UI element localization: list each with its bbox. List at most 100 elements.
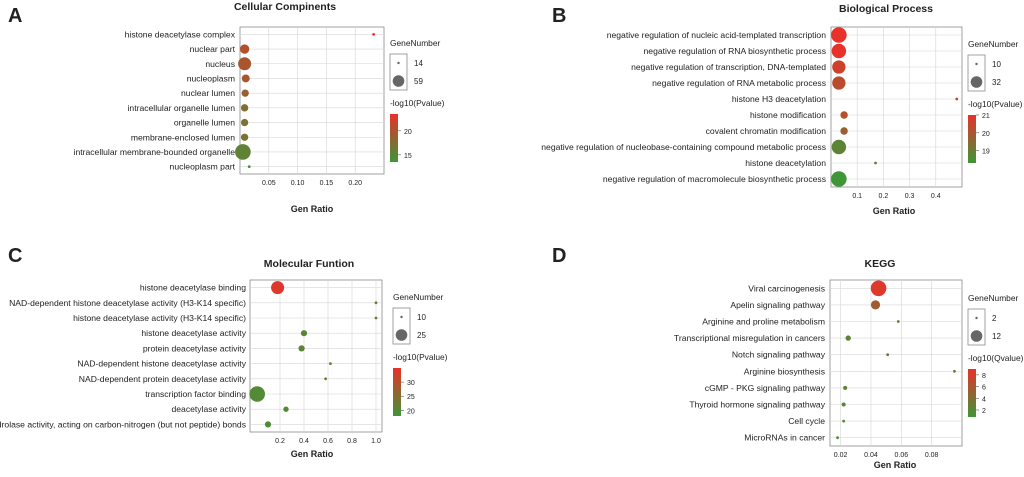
- x-tick-label: 0.2: [275, 438, 285, 445]
- color-legend-label: 20: [407, 408, 415, 415]
- size-legend-marker: [395, 329, 408, 341]
- category-label: nucleoplasm: [187, 73, 235, 83]
- data-point: [874, 161, 877, 165]
- category-label: histone H3 deacetylation: [732, 94, 826, 104]
- color-legend-bar: [393, 368, 401, 416]
- category-label: nuclear part: [190, 44, 236, 54]
- category-label: intracellular organelle lumen: [128, 103, 236, 113]
- panel-d: D KEGG 0.02 0.04 0.06 0.08 Viral carcinogenesi…: [552, 245, 1024, 470]
- color-legend-label: 6: [982, 385, 986, 392]
- panel-a: A Cellular Compinents 0.05 0.10 0.15 0.20 hist…: [8, 1, 445, 214]
- size-legend-marker: [970, 76, 983, 88]
- x-tick-label: 0.06: [894, 452, 908, 459]
- plot-area: [249, 279, 383, 433]
- color-legend-label: 2: [982, 408, 986, 415]
- category-label: cGMP - PKG signaling pathway: [705, 383, 826, 393]
- data-point: [271, 281, 285, 295]
- color-legend-title: -log10(Pvalue): [968, 99, 1023, 109]
- size-legend-title: GeneNumber: [968, 293, 1018, 303]
- category-label: negative regulation of nucleic acid-temp…: [607, 30, 826, 40]
- x-axis-label: Gen Ratio: [291, 204, 334, 214]
- category-label: MicroRNAs in cancer: [744, 433, 825, 443]
- size-legend-marker: [392, 75, 405, 87]
- size-legend-title: GeneNumber: [390, 38, 440, 48]
- data-point: [239, 44, 250, 54]
- category-label: intracellular membrane-bounded organelle: [74, 147, 236, 157]
- color-legend-title: -log10(Pvalue): [390, 98, 445, 108]
- color-legend-title: -log10(Qvalue): [968, 353, 1024, 363]
- category-label: hydrolase activity, acting on carbon-nit…: [0, 419, 246, 429]
- category-label: covalent chromatin modification: [706, 126, 827, 136]
- data-point: [300, 330, 308, 337]
- color-legend-label: 30: [407, 380, 415, 387]
- category-label: protein deacetylase activity: [143, 343, 247, 353]
- data-point: [240, 104, 249, 112]
- x-tick-label: 0.02: [834, 452, 848, 459]
- data-point: [374, 316, 378, 320]
- size-legend-marker: [400, 315, 403, 319]
- data-point: [249, 386, 265, 402]
- category-label: nuclear lumen: [181, 88, 235, 98]
- x-tick-label: 0.15: [320, 180, 334, 187]
- color-legend-title: -log10(Pvalue): [393, 352, 448, 362]
- category-label: negative regulation of macromolecule bio…: [603, 174, 826, 184]
- color-legend-label: 15: [404, 153, 412, 160]
- color-legend-bar: [968, 369, 976, 417]
- data-point: [831, 43, 847, 59]
- data-point: [298, 345, 305, 352]
- data-point: [264, 421, 272, 428]
- size-legend-title: GeneNumber: [968, 39, 1018, 49]
- size-legend-label: 25: [417, 331, 426, 340]
- data-point: [832, 76, 846, 90]
- panel-letter: C: [8, 245, 22, 267]
- data-point: [955, 97, 959, 101]
- data-point: [845, 335, 851, 341]
- data-point: [842, 419, 846, 423]
- category-label: Thyroid hormone signaling pathway: [689, 400, 825, 410]
- data-point: [374, 301, 378, 305]
- panel-letter: A: [8, 5, 22, 27]
- color-legend-bar: [968, 115, 976, 163]
- size-legend-label: 32: [992, 78, 1001, 87]
- panel-c: C Molecular Funtion 0.2 0.4 0.6 0.8 1.0 histone…: [0, 245, 448, 459]
- color-legend-label: 20: [404, 129, 412, 136]
- panel-letter: B: [552, 5, 566, 27]
- category-label: NAD-dependent histone deacetylase activi…: [77, 359, 246, 369]
- category-label: nucleus: [205, 59, 235, 69]
- chart-title: KEGG: [865, 258, 896, 270]
- category-label: membrane-enclosed lumen: [131, 132, 235, 142]
- category-label: nucleoplasm part: [170, 162, 236, 172]
- data-point: [840, 111, 848, 119]
- category-label: organelle lumen: [174, 118, 235, 128]
- x-tick-label: 1.0: [371, 438, 381, 445]
- color-legend-label: 20: [982, 131, 990, 138]
- data-point: [372, 32, 376, 36]
- data-point: [241, 74, 250, 83]
- size-legend-marker: [975, 316, 978, 320]
- x-tick-label: 0.2: [879, 193, 889, 200]
- category-label: Arginine biosynthesis: [744, 366, 825, 376]
- size-legend-marker: [975, 62, 978, 66]
- color-legend-label: 19: [982, 149, 990, 156]
- x-axis-label: Gen Ratio: [873, 206, 916, 216]
- size-legend-marker: [397, 61, 400, 65]
- size-legend-label: 59: [414, 77, 423, 86]
- data-point: [840, 127, 848, 135]
- panel-b: B Biological Process 0.1 0.2 0.3 0.4 negative …: [541, 3, 1022, 216]
- color-legend-bar: [390, 114, 398, 162]
- x-tick-label: 0.05: [262, 180, 276, 187]
- data-point: [238, 57, 252, 71]
- data-point: [329, 362, 332, 365]
- size-legend-label: 10: [992, 60, 1001, 69]
- data-point: [886, 353, 890, 357]
- category-label: histone deacetylase complex: [125, 29, 236, 39]
- category-label: histone deacetylation: [745, 158, 826, 168]
- size-legend-title: GeneNumber: [393, 292, 443, 302]
- x-tick-label: 0.8: [347, 438, 357, 445]
- category-label: negative regulation of RNA biosynthetic …: [644, 46, 826, 56]
- category-label: Arginine and proline metabolism: [702, 317, 825, 327]
- plot-area: [239, 26, 385, 175]
- category-label: Notch signaling pathway: [732, 350, 826, 360]
- chart-title: Cellular Compinents: [234, 1, 336, 13]
- category-label: negative regulation of RNA metabolic pro…: [652, 78, 826, 88]
